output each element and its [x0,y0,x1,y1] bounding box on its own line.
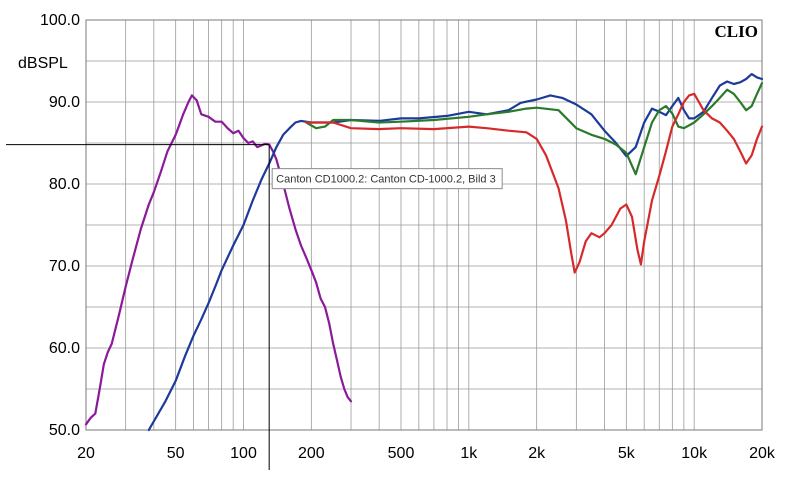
cursor-tooltip: Canton CD1000.2: Canton CD-1000.2, Bild … [271,168,503,190]
series-group [84,73,764,432]
y-tick-label: 80.0 [49,176,80,193]
plot-frame [85,19,763,431]
y-tick-label: 100.0 [40,12,80,29]
x-tick-label: 500 [388,445,415,462]
series-line-1 [84,94,353,426]
clio-brand-label: CLIO [715,22,758,41]
x-tick-label: 100 [230,445,257,462]
x-tick-label: 20 [77,445,95,462]
grid-lines [85,19,763,431]
tooltip-text: Canton CD1000.2: Canton CD-1000.2, Bild … [276,174,496,186]
y-tick-label: 70.0 [49,258,80,275]
x-tick-label: 2k [528,445,546,462]
x-tick-label: 50 [167,445,185,462]
x-tick-label: 20k [749,445,776,462]
x-tick-label: 200 [298,445,325,462]
x-tick-label: 5k [618,445,636,462]
series-line-2 [147,73,764,432]
x-tick-label: 1k [460,445,478,462]
y-tick-label: 60.0 [49,340,80,357]
x-tick-label: 10k [681,445,708,462]
series-line-3 [305,82,764,176]
y-tick-label: 90.0 [49,94,80,111]
series-line-4 [305,92,764,274]
y-tick-label: 50.0 [49,422,80,439]
tooltip-box [271,168,503,190]
y-axis-label: dBSPL [18,55,68,72]
